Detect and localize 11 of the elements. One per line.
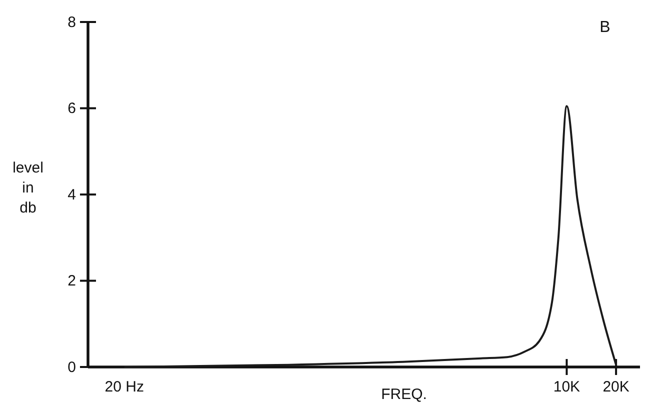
- x-tick-label: 10K: [553, 378, 580, 396]
- y-tick-label: 6: [68, 100, 76, 118]
- x-axis-title: FREQ.: [381, 386, 427, 403]
- x-tick-label: 20K: [602, 378, 630, 396]
- y-tick-label: 0: [68, 358, 76, 376]
- y-tick-label: 8: [68, 14, 76, 31]
- y-tick-label: 4: [68, 186, 76, 204]
- y-tick-label: 2: [68, 272, 76, 290]
- annotation: B: [600, 19, 610, 36]
- y-axis-title: level in db: [12, 160, 44, 216]
- x-tick-label: 20 Hz: [104, 378, 144, 396]
